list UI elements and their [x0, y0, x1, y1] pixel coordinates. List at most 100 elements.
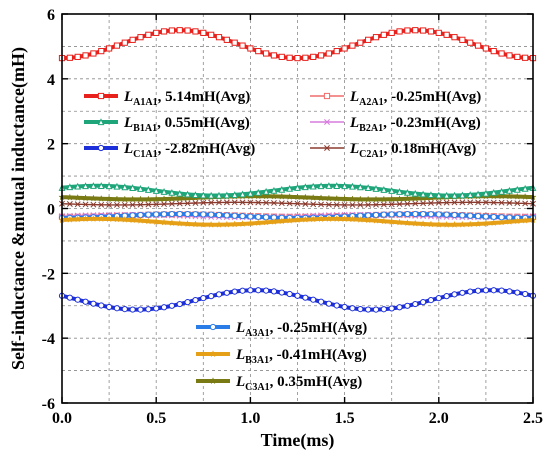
data-point: [97, 118, 105, 126]
y-tick-label: 6: [47, 7, 55, 24]
data-point: [412, 200, 419, 207]
data-point: [231, 191, 239, 198]
data-point: [90, 300, 97, 307]
data-point: [184, 27, 191, 34]
data-point: [323, 92, 331, 100]
data-point: [120, 215, 129, 223]
data-point: [387, 195, 396, 203]
data-point-stroke: [451, 199, 458, 206]
data-point: [90, 50, 97, 57]
data-point: [129, 36, 136, 43]
data-point: [396, 211, 403, 218]
data-point: [489, 218, 498, 227]
data-point-stroke: [74, 201, 81, 208]
x-tick-label: 2.0: [429, 410, 449, 427]
data-point: [482, 219, 490, 227]
data-point: [223, 36, 230, 43]
data-point: [200, 29, 207, 36]
data-point: [215, 34, 223, 41]
data-point: [419, 190, 427, 198]
data-point-stroke: [427, 200, 434, 206]
data-point: [332, 194, 341, 203]
data-point-stroke: [514, 200, 521, 207]
data-point: [498, 287, 505, 294]
data-point: [73, 215, 82, 223]
data-point: [286, 200, 293, 207]
data-point: [380, 306, 387, 313]
data-point: [168, 210, 175, 218]
data-point: [286, 54, 293, 61]
data-point: [341, 201, 348, 208]
data-point: [82, 201, 89, 208]
series-layer: [58, 27, 537, 313]
data-point: [82, 182, 89, 190]
data-point: [505, 217, 514, 226]
data-point: [467, 212, 474, 219]
data-point: [168, 302, 175, 309]
data-point: [152, 195, 161, 203]
data-point: [513, 185, 521, 193]
data-point: [176, 27, 183, 34]
data-point: [90, 201, 97, 208]
data-point: [506, 52, 513, 59]
data-point: [458, 220, 467, 228]
legend-label: LA2A1, -0.25mH(Avg): [349, 89, 481, 108]
data-point: [365, 36, 372, 43]
data-point: [435, 191, 443, 199]
data-point: [73, 193, 82, 202]
data-point: [192, 191, 199, 199]
data-point: [513, 192, 522, 200]
data-point: [317, 298, 325, 305]
data-point: [301, 215, 310, 223]
data-point: [137, 34, 144, 41]
data-point: [239, 213, 246, 220]
data-point: [403, 218, 412, 227]
data-point-stroke: [435, 199, 442, 206]
data-point: [278, 185, 286, 193]
data-point: [521, 184, 529, 192]
data-point: [490, 213, 497, 221]
data-point: [97, 214, 106, 223]
data-point: [176, 200, 183, 207]
data-point-stroke: [145, 201, 152, 208]
data-point: [302, 294, 309, 301]
data-point: [404, 210, 411, 218]
data-point: [301, 183, 309, 191]
data-point: [317, 182, 325, 190]
data-point: [435, 29, 442, 36]
data-point: [200, 211, 207, 218]
data-point: [246, 189, 254, 197]
data-point: [74, 201, 81, 208]
data-point: [263, 287, 270, 294]
data-point: [286, 184, 294, 192]
data-point: [153, 211, 160, 218]
data-point: [420, 299, 427, 306]
data-point: [420, 210, 427, 218]
data-point: [137, 185, 144, 192]
data-point: [270, 192, 278, 200]
data-point-stroke: [247, 199, 254, 206]
data-point: [325, 182, 333, 189]
data-point: [325, 300, 332, 307]
data-point: [255, 48, 262, 55]
data-point: [160, 188, 168, 195]
data-point: [372, 185, 380, 192]
data-point: [246, 219, 255, 227]
data-point: [89, 182, 97, 189]
data-point: [325, 50, 332, 57]
data-point: [474, 219, 482, 228]
data-point: [521, 216, 530, 224]
legend-item: LA1A1, 5.14mH(Avg): [84, 89, 250, 108]
data-point: [199, 220, 208, 228]
data-point: [294, 200, 301, 207]
data-point: [490, 48, 497, 55]
legend-item: LA3A1, -0.25mH(Avg): [196, 320, 367, 339]
data-point-stroke: [200, 199, 207, 206]
data-point: [506, 199, 513, 206]
data-point: [255, 199, 262, 206]
data-point: [302, 54, 309, 61]
x-tick-label: 0.5: [146, 410, 166, 427]
legend-label: LB2A1, -0.23mH(Avg): [349, 115, 481, 134]
data-point-stroke: [498, 199, 505, 206]
data-point: [223, 289, 230, 296]
